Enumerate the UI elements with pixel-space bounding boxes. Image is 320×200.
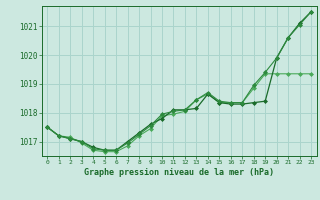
X-axis label: Graphe pression niveau de la mer (hPa): Graphe pression niveau de la mer (hPa) xyxy=(84,168,274,177)
